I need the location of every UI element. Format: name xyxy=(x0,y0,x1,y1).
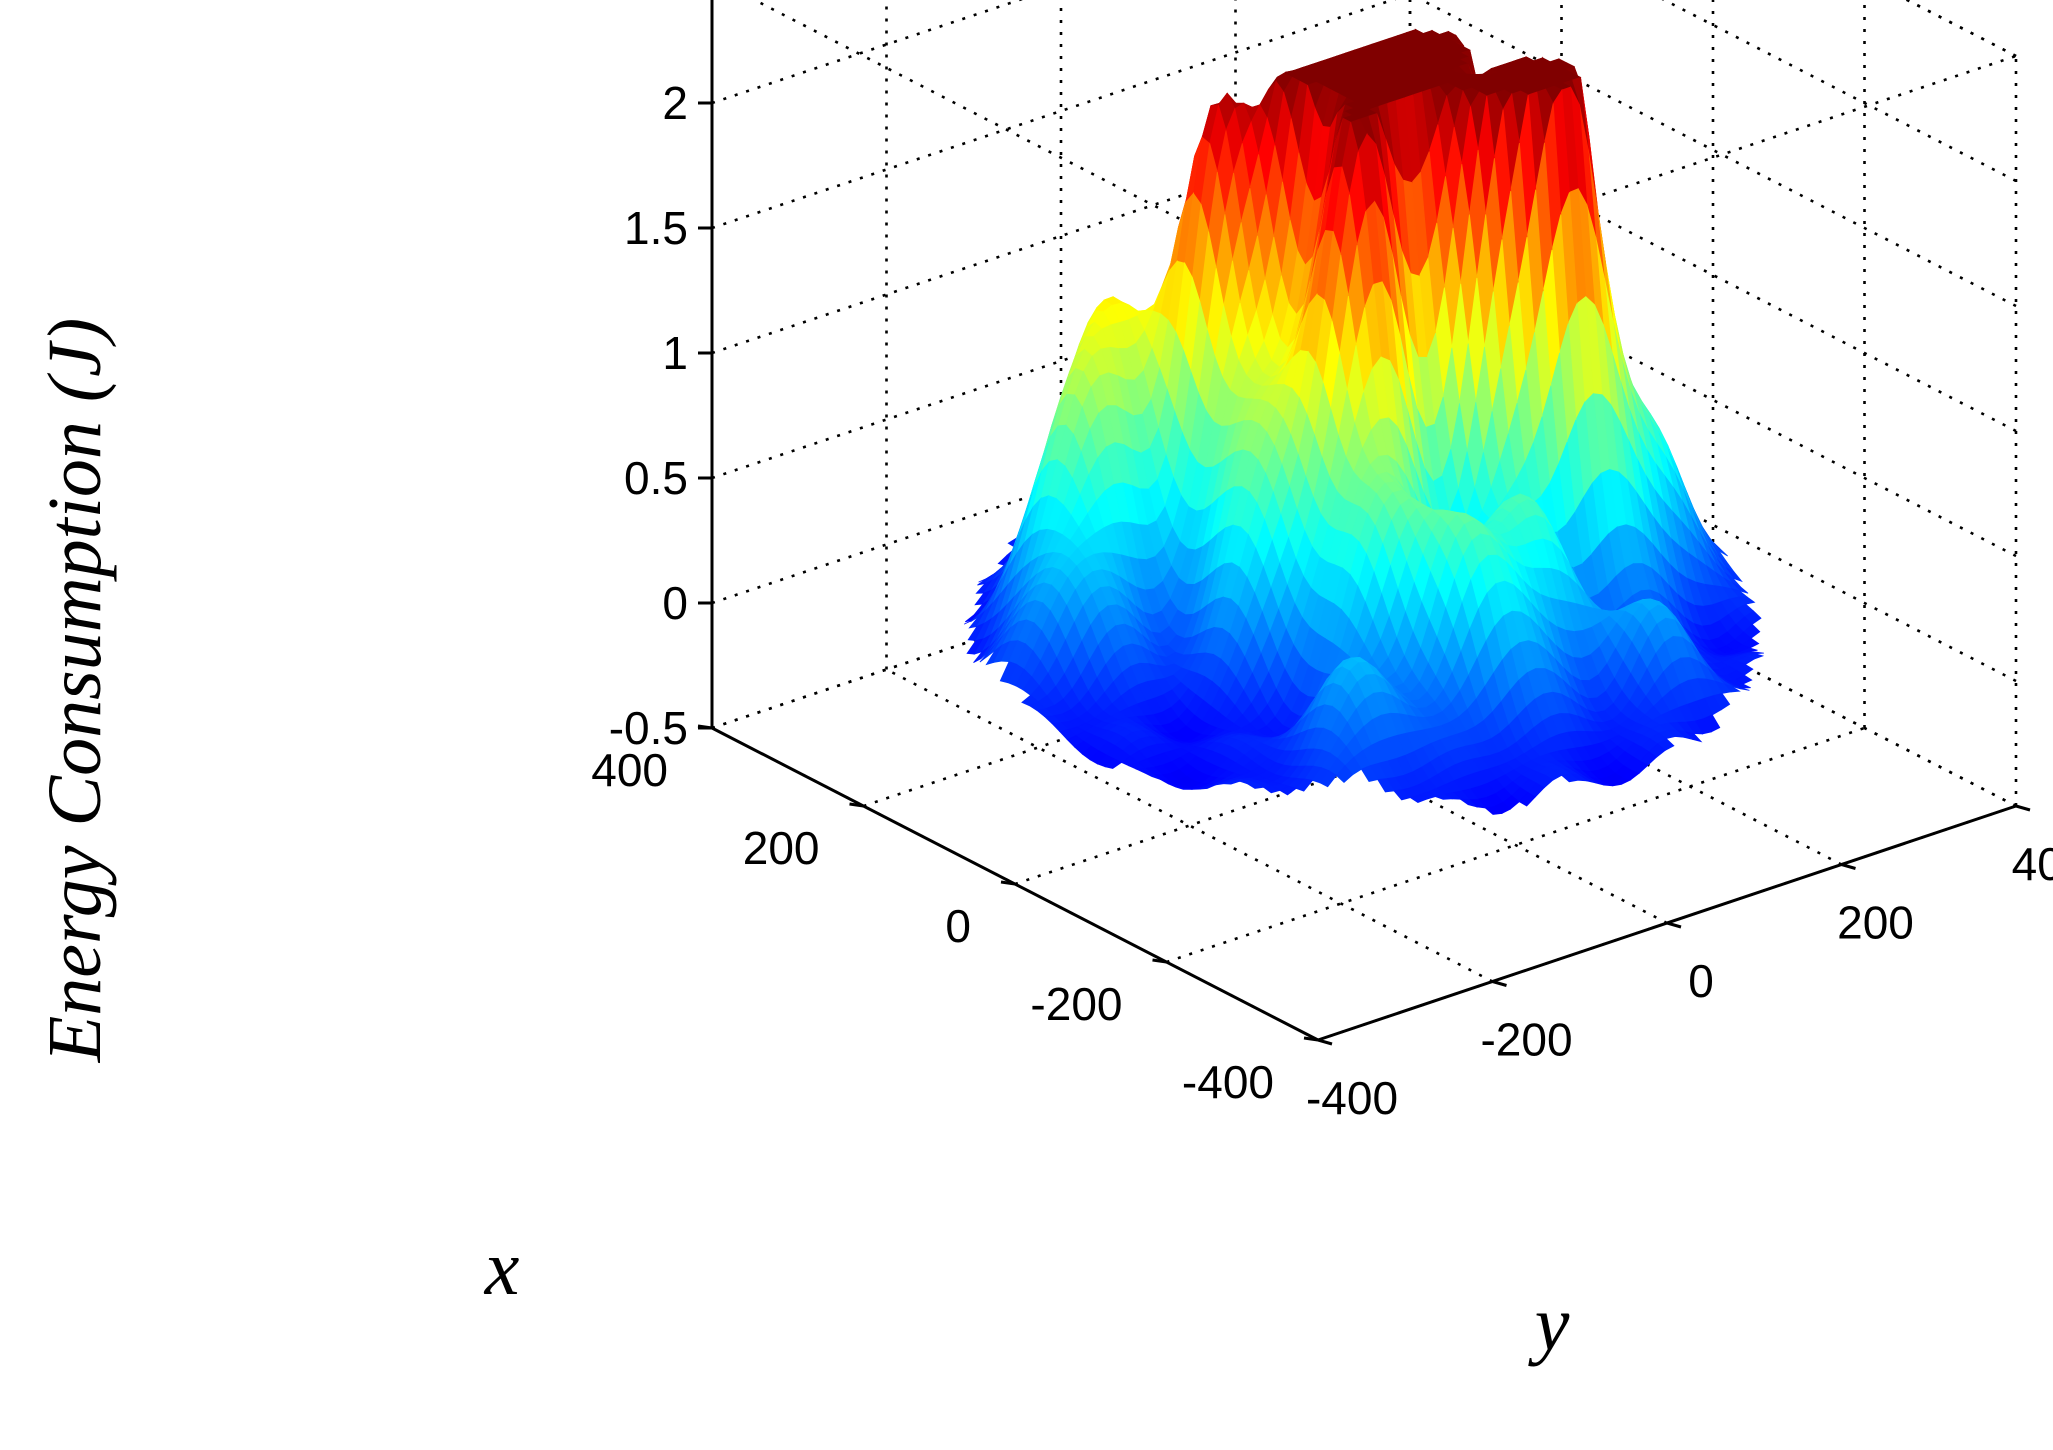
x-tick-label: -400 xyxy=(1182,1056,1274,1108)
surface-cell xyxy=(1360,765,1379,782)
surface-cell xyxy=(1295,778,1314,792)
y-tick-mark xyxy=(1841,863,1856,870)
y-tick-mark xyxy=(1492,980,1507,987)
x-axis-label: x xyxy=(484,1224,520,1311)
surface-cell xyxy=(1433,793,1454,800)
y-axis-label: y xyxy=(1528,1280,1570,1367)
surface-cell xyxy=(1223,780,1240,785)
surface-cell xyxy=(1104,758,1123,769)
surface-cell xyxy=(1175,786,1193,790)
surface-cell xyxy=(1262,786,1281,794)
y-tick-label: 400 xyxy=(2012,838,2053,890)
label-layer: Energy Consumption (J) x y -400-20002004… xyxy=(33,0,2053,1367)
surface-cell xyxy=(1335,764,1354,784)
surface-cell xyxy=(1518,791,1537,807)
x-tick-mark xyxy=(849,802,864,808)
surface-cell xyxy=(1409,794,1428,803)
surface-cell xyxy=(1377,778,1395,793)
surface-cell xyxy=(1319,770,1337,788)
x-tick-label: 0 xyxy=(945,900,971,952)
y-tick-label: -400 xyxy=(1306,1072,1398,1124)
z-tick-label: 0.5 xyxy=(624,452,688,504)
z-tick-label: 2 xyxy=(662,77,688,129)
surface-cell xyxy=(1484,806,1503,815)
back-wall-grid-line xyxy=(711,0,1397,230)
z-tick-label: -0.5 xyxy=(609,702,688,754)
floor-grid-line xyxy=(1166,726,1865,964)
surface-cell xyxy=(1246,782,1265,789)
z-tick-label: 1 xyxy=(662,327,688,379)
y-tick-label: 0 xyxy=(1688,955,1714,1007)
surface-cell xyxy=(1279,785,1298,796)
surface-cell xyxy=(1393,789,1412,801)
x-tick-mark xyxy=(1152,958,1167,964)
x-tick-label: 200 xyxy=(743,822,820,874)
z-tick-label: 1.5 xyxy=(624,202,688,254)
x-tick-mark xyxy=(1303,1036,1319,1042)
surface-cell xyxy=(1199,784,1217,790)
surface-cell xyxy=(1459,798,1479,808)
y-tick-mark xyxy=(2015,804,2031,812)
y-tick-mark xyxy=(1317,1038,1333,1046)
surface-cell xyxy=(1560,773,1579,783)
back-wall-grid-line xyxy=(711,0,1024,105)
z-tick-label: 2.5 xyxy=(624,0,688,4)
x-tick-mark xyxy=(1000,880,1016,886)
y-tick-label: -200 xyxy=(1480,1014,1572,1066)
x-tick-label: -200 xyxy=(1030,978,1122,1030)
surface-cell xyxy=(1144,772,1161,780)
y-tick-mark xyxy=(1666,921,1682,929)
z-axis-label: Energy Consumption (J) xyxy=(33,318,117,1063)
surface-layer xyxy=(963,28,1765,815)
y-tick-label: 200 xyxy=(1837,897,1914,949)
z-tick-label: 0 xyxy=(662,577,688,629)
axis-layer xyxy=(697,0,2031,1046)
x-tick-label: 400 xyxy=(591,744,668,796)
